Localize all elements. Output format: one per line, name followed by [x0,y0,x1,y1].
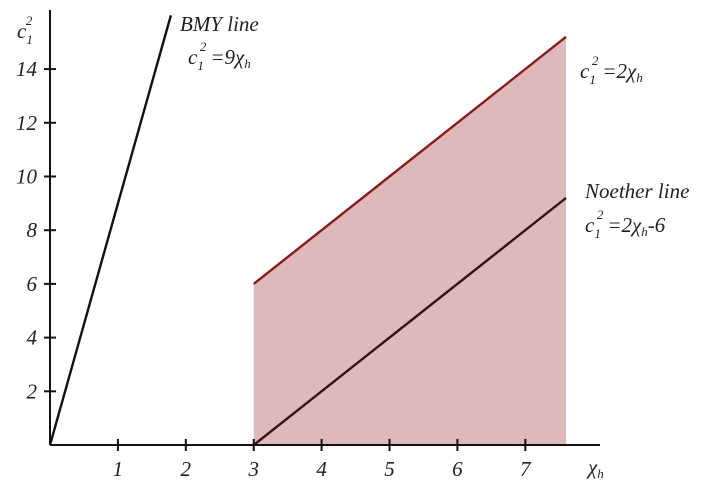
noether-title: Noether line [584,179,689,203]
upper-equation: c12 =2χh [580,53,643,87]
y-axis-label: c12 [17,13,33,47]
bmy-annotation: BMY line c12 =9χh [180,12,259,73]
y-tick-label: 12 [16,111,38,135]
bmy-equation: c12 =9χh [188,39,251,73]
y-tick-label: 14 [16,57,38,81]
series-lines [48,15,567,446]
series-line-1 [48,15,173,446]
shaded-region-layer [253,36,567,445]
axes [49,10,600,446]
series-line-3 [252,197,567,446]
y-tick-label: 10 [16,164,38,188]
x-tick-label: 1 [113,457,124,481]
y-tick-label: 8 [27,218,38,242]
noether-equation: c12 =2χh-6 [585,207,666,241]
shaded-region [253,36,567,445]
y-tick-label: 2 [27,379,38,403]
y-tick-label: 6 [27,272,38,296]
upper-line-annotation: c12 =2χh [580,53,643,87]
noether-annotation: Noether line c12 =2χh-6 [584,179,689,241]
bmy-title: BMY line [180,12,259,36]
series-line-2 [252,35,567,285]
x-tick-label: 7 [520,457,532,481]
x-tick-label: 6 [452,457,463,481]
x-tick-label: 2 [181,457,192,481]
x-tick-label: 3 [247,457,259,481]
x-tick-label: 5 [384,457,395,481]
y-tick-label: 4 [27,326,38,350]
x-tick-label: 4 [316,457,327,481]
x-axis-label: χh [586,455,604,481]
